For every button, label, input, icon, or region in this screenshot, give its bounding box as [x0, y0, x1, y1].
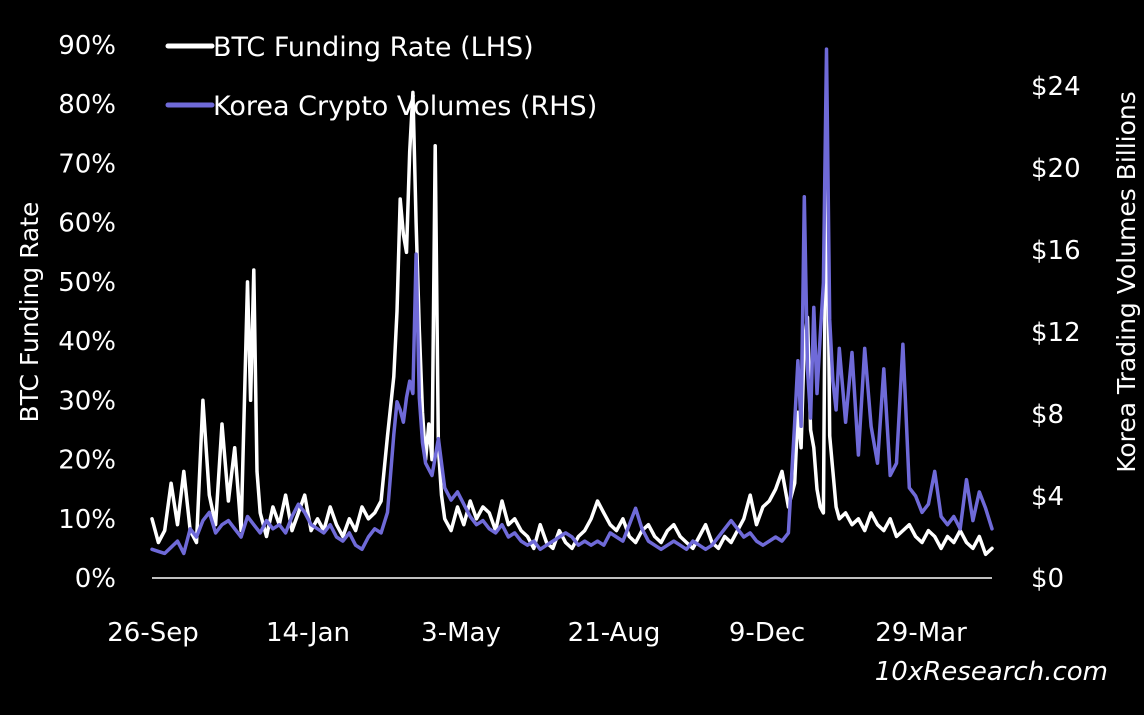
x-tick-label: 26-Sep: [107, 618, 198, 648]
y-left-tick-label: 50%: [58, 268, 116, 298]
y-right-tick-label: $12: [1031, 318, 1081, 348]
series-line-korea-volumes: [150, 47, 994, 556]
x-tick-label: 9-Dec: [729, 618, 805, 648]
x-tick-label: 29-Mar: [875, 618, 967, 648]
y-right-tick-label: $16: [1031, 236, 1081, 266]
x-tick-label: 14-Jan: [266, 618, 350, 648]
y-axis-right-ticks: $0 $4 $8 $12 $16 $20 $24: [1031, 72, 1081, 594]
y-left-tick-label: 30%: [58, 386, 116, 416]
y-right-tick-label: $24: [1031, 72, 1081, 102]
y-right-tick-label: $4: [1031, 482, 1064, 512]
y-axis-left-ticks: 0% 10% 20% 30% 40% 50% 60% 70% 80% 90%: [58, 31, 116, 594]
y-left-tick-label: 10%: [58, 505, 116, 535]
x-tick-label: 3-May: [421, 618, 501, 648]
y-left-tick-label: 20%: [58, 446, 116, 476]
series-line-funding-rate: [150, 90, 994, 557]
y-right-tick-label: $8: [1031, 400, 1064, 430]
y-axis-left-title: BTC Funding Rate: [15, 202, 44, 423]
legend-label-volumes: Korea Crypto Volumes (RHS): [213, 91, 597, 122]
y-left-tick-label: 70%: [58, 149, 116, 179]
y-left-tick-label: 60%: [58, 209, 116, 239]
y-axis-right-title: Korea Trading Volumes Billions: [1112, 91, 1141, 473]
y-left-tick-label: 0%: [75, 564, 116, 594]
legend-label-funding: BTC Funding Rate (LHS): [213, 32, 534, 63]
y-right-tick-label: $20: [1031, 154, 1081, 184]
y-left-tick-label: 90%: [58, 31, 116, 61]
x-axis-ticks: 26-Sep 14-Jan 3-May 21-Aug 9-Dec 29-Mar: [107, 618, 967, 648]
x-tick-label: 21-Aug: [568, 618, 661, 648]
y-left-tick-label: 40%: [58, 327, 116, 357]
y-right-tick-label: $0: [1031, 564, 1064, 594]
watermark: 10xResearch.com: [875, 657, 1108, 687]
legend: BTC Funding Rate (LHS) Korea Crypto Volu…: [165, 32, 597, 122]
series-layer: [150, 47, 994, 557]
y-left-tick-label: 80%: [58, 90, 116, 120]
